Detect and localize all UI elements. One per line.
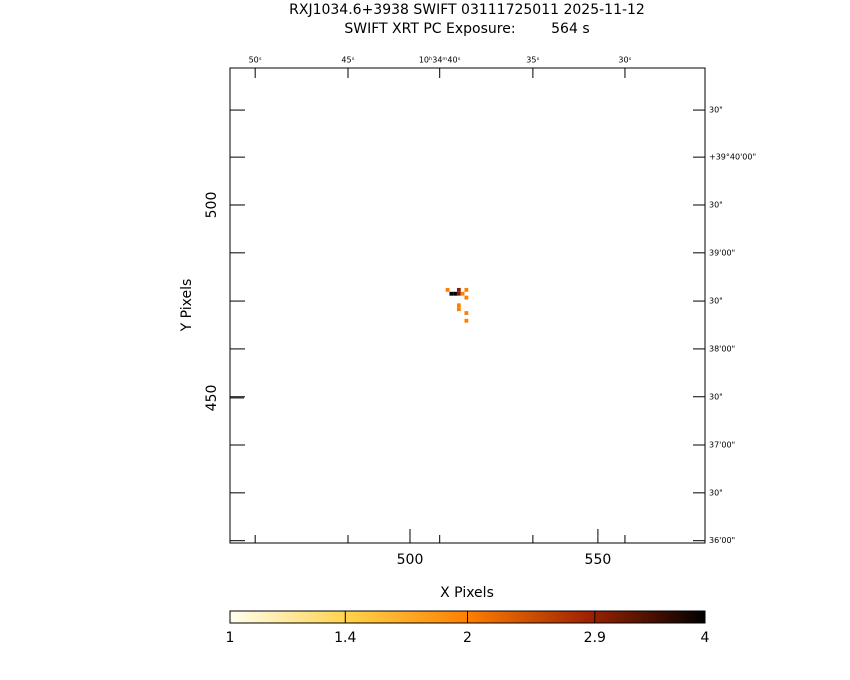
dec-tick-label: 38'00" <box>709 344 735 353</box>
colorbar-tick-label: 2.9 <box>584 630 606 646</box>
dec-tick-label: 37'00" <box>709 440 735 449</box>
image-pixel <box>456 307 461 312</box>
image-pixel <box>464 295 469 300</box>
ra-tick-label: 45ˢ <box>341 56 354 65</box>
dec-tick-label: 30" <box>709 200 723 209</box>
dec-tick-label: 36'00" <box>709 536 735 545</box>
image-pixel <box>464 287 469 292</box>
x-axis-label: X Pixels <box>440 585 494 601</box>
image-pixel <box>456 287 461 292</box>
image-pixel <box>456 291 461 296</box>
ra-tick-label: 10ʰ34ᵐ40ˢ <box>419 56 461 65</box>
colorbar-tick-label: 4 <box>701 630 710 646</box>
dec-tick-label: 30" <box>709 392 723 401</box>
colorbar-tick-label: 2 <box>463 630 472 646</box>
y-tick-label: 450 <box>204 385 220 412</box>
dec-tick-label: +39°40'00" <box>709 153 756 162</box>
chart-subtitle: SWIFT XRT PC Exposure: 564 s <box>344 21 589 37</box>
ra-tick-label: 30ˢ <box>618 56 631 65</box>
chart-title: RXJ1034.6+3938 SWIFT 03111725011 2025-11… <box>289 2 645 18</box>
dec-tick-label: 30" <box>709 488 723 497</box>
y-axis-label: Y Pixels <box>179 279 195 333</box>
image-pixel <box>445 287 450 292</box>
image-pixel <box>449 291 454 296</box>
ra-tick-label: 50ˢ <box>249 56 262 65</box>
colorbar-tick-label: 1 <box>226 630 235 646</box>
dec-tick-label: 30" <box>709 106 723 115</box>
image-pixel <box>464 318 469 323</box>
y-tick-label: 500 <box>204 192 220 219</box>
image-pixel <box>464 311 469 315</box>
dec-tick-label: 39'00" <box>709 248 735 257</box>
image-pixel <box>460 291 465 296</box>
image-pixel <box>453 291 457 296</box>
x-tick-label: 550 <box>585 552 612 568</box>
ra-tick-label: 35ˢ <box>526 56 539 65</box>
plot-frame <box>229 67 706 544</box>
image-pixel <box>456 303 461 308</box>
dec-tick-label: 30" <box>709 297 723 306</box>
x-tick-label: 500 <box>397 552 424 568</box>
colorbar-tick-label: 1.4 <box>334 630 356 646</box>
